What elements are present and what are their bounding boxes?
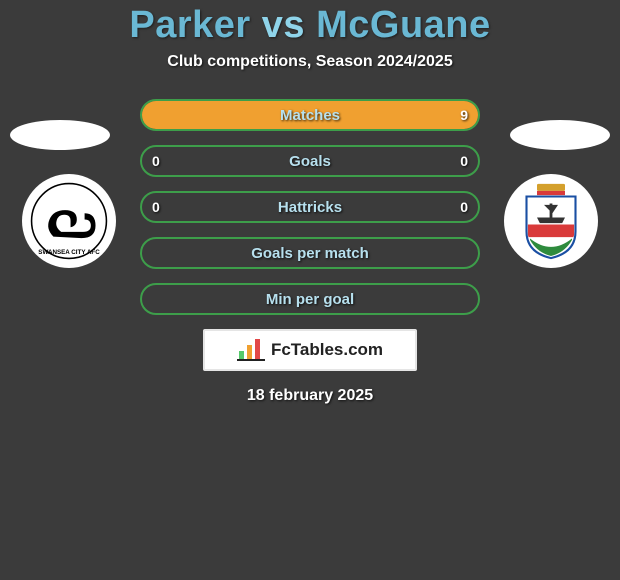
- player-right-name: McGuane: [316, 4, 491, 46]
- stat-row-min-per-goal: Min per goal: [140, 283, 480, 315]
- comparison-infographic: Parker vs McGuane Club competitions, Sea…: [0, 0, 620, 580]
- stat-label: Goals: [289, 153, 331, 170]
- club-left-badge: SWANSEA CITY AFC: [22, 174, 116, 268]
- stat-row-hattricks: 0 Hattricks 0: [140, 191, 480, 223]
- stat-label: Min per goal: [266, 291, 354, 308]
- swansea-icon: SWANSEA CITY AFC: [30, 182, 108, 260]
- player-left-name: Parker: [129, 4, 250, 46]
- flag-left-icon: [10, 120, 110, 150]
- badge-inner: FcTables.com: [237, 339, 383, 361]
- svg-text:SWANSEA CITY AFC: SWANSEA CITY AFC: [38, 249, 100, 256]
- bars-icon: [237, 339, 265, 361]
- stat-right-value: 0: [460, 199, 468, 215]
- club-right-badge: [504, 174, 598, 268]
- badge-text: FcTables.com: [271, 340, 383, 360]
- stat-right-value: 0: [460, 153, 468, 169]
- stat-right-value: 9: [460, 107, 468, 123]
- stat-row-goals: 0 Goals 0: [140, 145, 480, 177]
- stat-left-value: 0: [152, 199, 160, 215]
- stat-row-goals-per-match: Goals per match: [140, 237, 480, 269]
- date-text: 18 february 2025: [0, 387, 620, 405]
- stat-label: Matches: [280, 107, 340, 124]
- stat-label: Goals per match: [251, 245, 369, 262]
- page-title: Parker vs McGuane: [0, 4, 620, 47]
- subtitle: Club competitions, Season 2024/2025: [0, 53, 620, 71]
- stat-left-value: 0: [152, 153, 160, 169]
- stats-container: Matches 9 0 Goals 0 0 Hattricks 0 Goals …: [140, 99, 480, 315]
- stat-label: Hattricks: [278, 199, 342, 216]
- vs-text: vs: [262, 4, 305, 46]
- fctables-badge[interactable]: FcTables.com: [203, 329, 417, 371]
- flag-right-icon: [510, 120, 610, 150]
- bristol-city-icon: [516, 182, 586, 260]
- stat-row-matches: Matches 9: [140, 99, 480, 131]
